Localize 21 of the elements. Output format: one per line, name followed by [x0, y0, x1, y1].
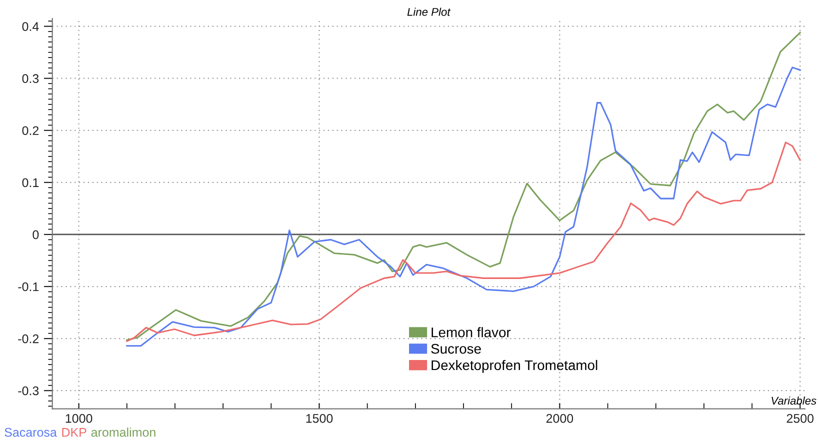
text: Sacarosa [4, 428, 57, 437]
text: DKP [62, 428, 86, 437]
x-axis-title: Variables [772, 396, 816, 405]
y-tick-label: 0.3 [22, 74, 39, 84]
x-tick-label: 1500 [306, 414, 333, 423]
legend-label: Dexketoprofen Trometamol [432, 360, 598, 373]
x-tick-label: 2500 [786, 414, 814, 423]
x-tick-label: 1000 [66, 414, 92, 423]
x-tick-label: 2000 [546, 414, 574, 423]
y-tick-label: 0.4 [22, 22, 39, 31]
legend-label: Sucrose [431, 344, 481, 354]
y-tick-label: 0 [32, 230, 39, 240]
line-series [126, 142, 801, 342]
y-tick-label: -0.2 [18, 334, 39, 344]
chart-title: Line Plot [407, 8, 451, 16]
y-tick-label: 0.1 [22, 178, 39, 188]
y-tick-label: -0.3 [18, 386, 39, 396]
text: aromalimon [91, 428, 156, 437]
y-tick-label: 0.2 [22, 126, 39, 136]
legend-label: Lemon flavor [432, 327, 511, 338]
y-tick-label: -0.1 [18, 282, 39, 292]
